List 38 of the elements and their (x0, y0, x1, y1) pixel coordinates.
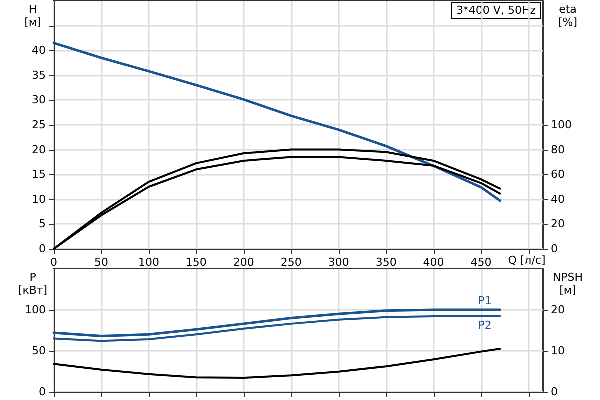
y-tick-label: 0 (39, 242, 46, 256)
y2-tick-label: 0 (551, 386, 558, 398)
y-tick-label: 10 (32, 192, 46, 206)
y-tick-label: 5 (39, 218, 46, 231)
y-tick-label: 0 (39, 386, 46, 398)
y2-axis-title: NPSH [м] (552, 271, 584, 297)
x-tick-label: 350 (376, 256, 397, 269)
x-tick-label: 250 (280, 256, 302, 269)
y-tick-label: 20 (32, 143, 46, 156)
y2-tick-label: 10 (551, 344, 565, 358)
y-tick-label: 25 (32, 118, 46, 132)
x-tick-label: 150 (186, 256, 207, 269)
y-tick-label: 100 (25, 304, 46, 316)
y2-tick-label: 40 (551, 192, 565, 206)
x-tick-label: 0 (50, 256, 58, 269)
x-tick-label: 300 (328, 256, 350, 269)
y2-axis-title: eta [%] (558, 3, 578, 29)
series-label: P1 (478, 294, 492, 308)
y2-tick-label: 0 (551, 242, 558, 256)
y2-tick-label: 100 (551, 118, 572, 132)
x-axis-title: Q [л/с] (508, 254, 546, 267)
series-label: P2 (478, 319, 492, 332)
x-tick-label: 50 (94, 256, 108, 269)
y-tick-label: 40 (32, 44, 46, 58)
y-axis-title: P [кВт] (18, 271, 48, 297)
x-tick-label: 200 (233, 256, 254, 269)
y-tick-label: 50 (32, 344, 46, 358)
y2-tick-label: 60 (551, 168, 565, 182)
x-tick-label: 400 (423, 256, 444, 269)
y-tick-label: 35 (32, 68, 46, 82)
y-axis-title: H [м] (24, 3, 42, 29)
y2-tick-label: 20 (551, 304, 565, 316)
y2-tick-label: 20 (551, 218, 565, 231)
x-tick-label: 100 (138, 256, 160, 269)
y-tick-label: 30 (32, 94, 46, 107)
x-tick-label: 450 (470, 256, 492, 269)
y-tick-label: 15 (32, 168, 46, 182)
y2-tick-label: 80 (551, 143, 565, 156)
